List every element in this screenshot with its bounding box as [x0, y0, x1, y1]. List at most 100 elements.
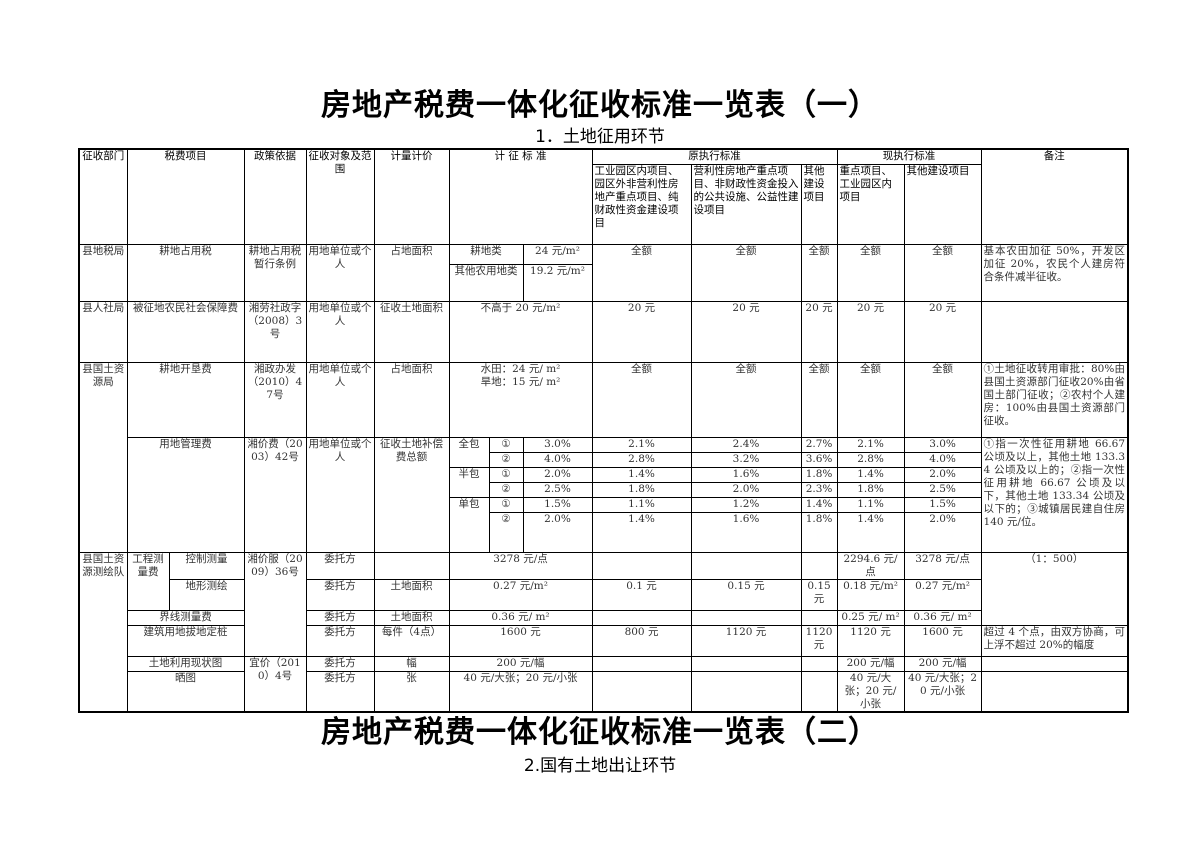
table-cell: 2294.6 元/点: [836, 551, 905, 580]
table-cell: [591, 609, 692, 626]
table-cell: 40 元/大张；20 元/小张: [448, 670, 593, 712]
table-cell: 不高于 20 元/m²: [448, 300, 593, 363]
table-cell: 1.1%: [836, 496, 905, 513]
table-cell: [591, 655, 692, 672]
table-cell: 张: [373, 670, 450, 712]
header-cell: 营利性房地产重点项目、非财政性资金投入的公共设施、公益性建设项目: [690, 163, 802, 245]
table-cell: 1.6%: [690, 511, 802, 553]
table-cell: 2.0%: [522, 466, 593, 483]
table-cell: 全额: [903, 361, 982, 438]
table-cell: 20 元: [903, 300, 982, 363]
table-cell: 占地面积: [373, 243, 450, 302]
table-cell: 1.5%: [903, 496, 982, 513]
table-cell: 1.5%: [522, 496, 593, 513]
table-cell: 全额: [903, 243, 982, 302]
table-cell: 委托方: [305, 670, 375, 712]
table-cell: 水田：24 元/ m² 旱地：15 元/ m²: [448, 361, 593, 438]
table-row: 县国土资源局 耕地开垦费 湘政办发（2010）47号 用地单位或个人 占地面积 水田：24…: [78, 361, 1129, 553]
table-cell: 3278 元/点: [903, 551, 982, 580]
table-cell: 界线测量费: [126, 609, 245, 626]
table-cell: 用地管理费: [126, 436, 245, 553]
table-cell: 1.4%: [836, 511, 905, 553]
table-cell: 占地面积: [373, 361, 450, 438]
table-cell: 其他农用地类: [448, 263, 524, 302]
table-cell: 2.0%: [522, 511, 593, 553]
table-cell: [690, 551, 802, 580]
header-cell: 政策依据: [243, 148, 307, 245]
table-cell: 全额: [690, 361, 802, 438]
table-cell: [980, 300, 1129, 363]
table-cell: 2.1%: [591, 436, 692, 453]
table-cell: 全额: [800, 243, 838, 302]
table-cell: 1.8%: [800, 466, 838, 483]
header-row: 征收部门 税费项目 政策依据 征收对象及范围 计量计价计 征 标 准原执行标准 现执行标准…: [78, 148, 1129, 245]
table-cell: 24 元/m²: [522, 243, 593, 265]
table-cell: 2.4%: [690, 436, 802, 453]
table-cell: 800 元: [591, 624, 692, 657]
table-cell: 县国土资源测绘队: [78, 551, 128, 712]
table-cell: ②: [488, 511, 524, 553]
table-cell: 1.2%: [690, 496, 802, 513]
table-cell: 晒图: [126, 670, 245, 712]
table-cell: 建筑用地拔地定桩: [126, 624, 245, 657]
table-cell: 2.0%: [903, 466, 982, 483]
table-cell: 20 元: [690, 300, 802, 363]
table-cell: 土地利用现状图: [126, 655, 245, 672]
table-cell: 用地单位或个人: [305, 243, 375, 302]
table-cell: 半包: [448, 466, 490, 498]
table-cell: 用地单位或个人: [305, 361, 375, 438]
table-cell: 4.0%: [522, 451, 593, 468]
table-cell: 湘价费（2003）42号: [243, 436, 307, 553]
table-cell: 40 元/大张；20 元/小张: [836, 670, 905, 712]
table-cell: 基本农田加征 50%，开发区加征 20%，农民个人建房符合条件减半征收。: [980, 243, 1129, 302]
table-cell: 200 元/幅: [836, 655, 905, 672]
table-cell: 1.8%: [800, 511, 838, 553]
table-cell: 县人社局: [78, 300, 128, 363]
table-cell: 耕地占用税: [126, 243, 245, 302]
header-cell: 现执行标准: [836, 148, 982, 165]
table-cell: 全额: [800, 361, 838, 438]
table-cell: 1600 元: [448, 624, 593, 657]
table-cell: [800, 609, 838, 626]
table-cell: 19.2 元/m²: [522, 263, 593, 302]
table-cell: 全额: [690, 243, 802, 302]
table-cell: 0.15 元: [690, 578, 802, 611]
table-cell: 1120 元: [800, 624, 838, 657]
table-row: 半包 ① 2.0% 1.4% 1.6% 1.8% 1.4% 2.0%: [79, 466, 1128, 498]
table-row: 界线测量费 委托方 土地面积 0.36 元/ m² 0.25 元/ m² 0.36 元/ …: [79, 609, 1128, 626]
table-cell: 1.6%: [690, 466, 802, 483]
table-cell: 1.4%: [591, 511, 692, 553]
table-cell: 1.4%: [836, 466, 905, 483]
table-cell: [980, 655, 1129, 672]
table-cell: ①: [488, 496, 524, 513]
table-cell: 湘政办发（2010）47号: [243, 361, 307, 438]
table-cell: 3.2%: [690, 451, 802, 468]
table-cell: 全额: [836, 243, 905, 302]
table-cell: 0.18 元/m²: [836, 578, 905, 611]
table-cell: 征收土地面积: [373, 300, 450, 363]
table-cell: [690, 609, 802, 626]
table-cell: 2.5%: [522, 481, 593, 498]
table-cell: 1.4%: [800, 496, 838, 513]
table-cell: 2.3%: [800, 481, 838, 498]
table-row: 建筑用地拔地定桩 委托方 每件（4点） 1600 元 800 元 1120 元 1120 元…: [79, 624, 1129, 657]
table-cell: ①土地征收转用审批：80%由县国土资源部门征收20%由省国土部门征收；②农村个人…: [980, 361, 1129, 438]
table-cell: 20 元: [591, 300, 692, 363]
table-cell: 4.0%: [903, 451, 982, 468]
table-cell: [591, 670, 692, 712]
header-cell: 工业园区内项目、园区外非营利性房地产重点项目、纯财政性资金建设项目: [591, 163, 692, 245]
table-cell: 2.8%: [591, 451, 692, 468]
table-cell: 1600 元: [903, 624, 982, 657]
table-cell: 2.0%: [903, 511, 982, 553]
table-cell: ①指一次性征用耕地 66.67 公顷及以上，其他土地 133.34 公顷及以上的…: [980, 436, 1129, 553]
header-cell: 计 征 标 准: [448, 148, 593, 245]
table-cell: 2.8%: [836, 451, 905, 468]
table-cell: 20 元: [800, 300, 838, 363]
section-title-2: 2.国有土地出让环节: [523, 755, 677, 776]
table-cell: 每件（4点）: [373, 624, 450, 657]
table-cell: 1.1%: [591, 496, 692, 513]
table-cell: 0.36 元/ m²: [448, 609, 593, 626]
table-cell: 县国土资源局: [78, 361, 128, 553]
table-cell: 幅: [373, 655, 450, 672]
document-page: 房地产税费一体化征收标准一览表（一） 1．土地征用环节 征收部门 税费项目 政策依据…: [78, 88, 1130, 776]
